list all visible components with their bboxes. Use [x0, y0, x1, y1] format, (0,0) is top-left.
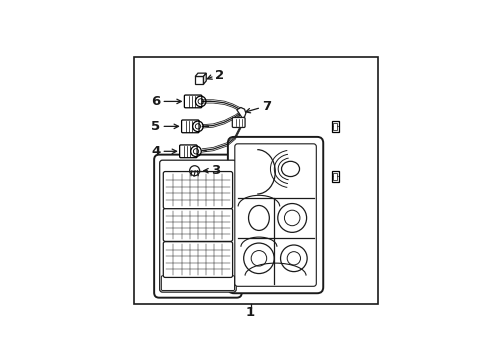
FancyBboxPatch shape: [154, 155, 241, 298]
Bar: [331, 171, 338, 181]
Bar: [331, 121, 338, 132]
Bar: [195, 76, 203, 84]
Text: 1: 1: [245, 306, 255, 319]
FancyBboxPatch shape: [161, 276, 234, 291]
Polygon shape: [236, 108, 245, 118]
Text: 4: 4: [151, 145, 160, 158]
FancyBboxPatch shape: [163, 208, 232, 242]
Bar: [332, 123, 337, 130]
Polygon shape: [195, 73, 206, 76]
FancyBboxPatch shape: [234, 144, 316, 286]
Bar: [332, 173, 337, 180]
FancyBboxPatch shape: [227, 137, 323, 293]
Text: 7: 7: [261, 100, 270, 113]
FancyBboxPatch shape: [160, 160, 236, 292]
Bar: [134, 57, 377, 304]
Text: 5: 5: [151, 120, 160, 133]
Text: 6: 6: [151, 95, 160, 108]
Text: 2: 2: [215, 68, 224, 82]
FancyBboxPatch shape: [232, 117, 244, 127]
FancyBboxPatch shape: [179, 145, 197, 158]
FancyBboxPatch shape: [181, 120, 199, 133]
FancyBboxPatch shape: [184, 95, 202, 108]
Text: 3: 3: [210, 164, 220, 177]
FancyBboxPatch shape: [163, 242, 232, 278]
Polygon shape: [203, 73, 206, 84]
FancyBboxPatch shape: [163, 172, 232, 209]
